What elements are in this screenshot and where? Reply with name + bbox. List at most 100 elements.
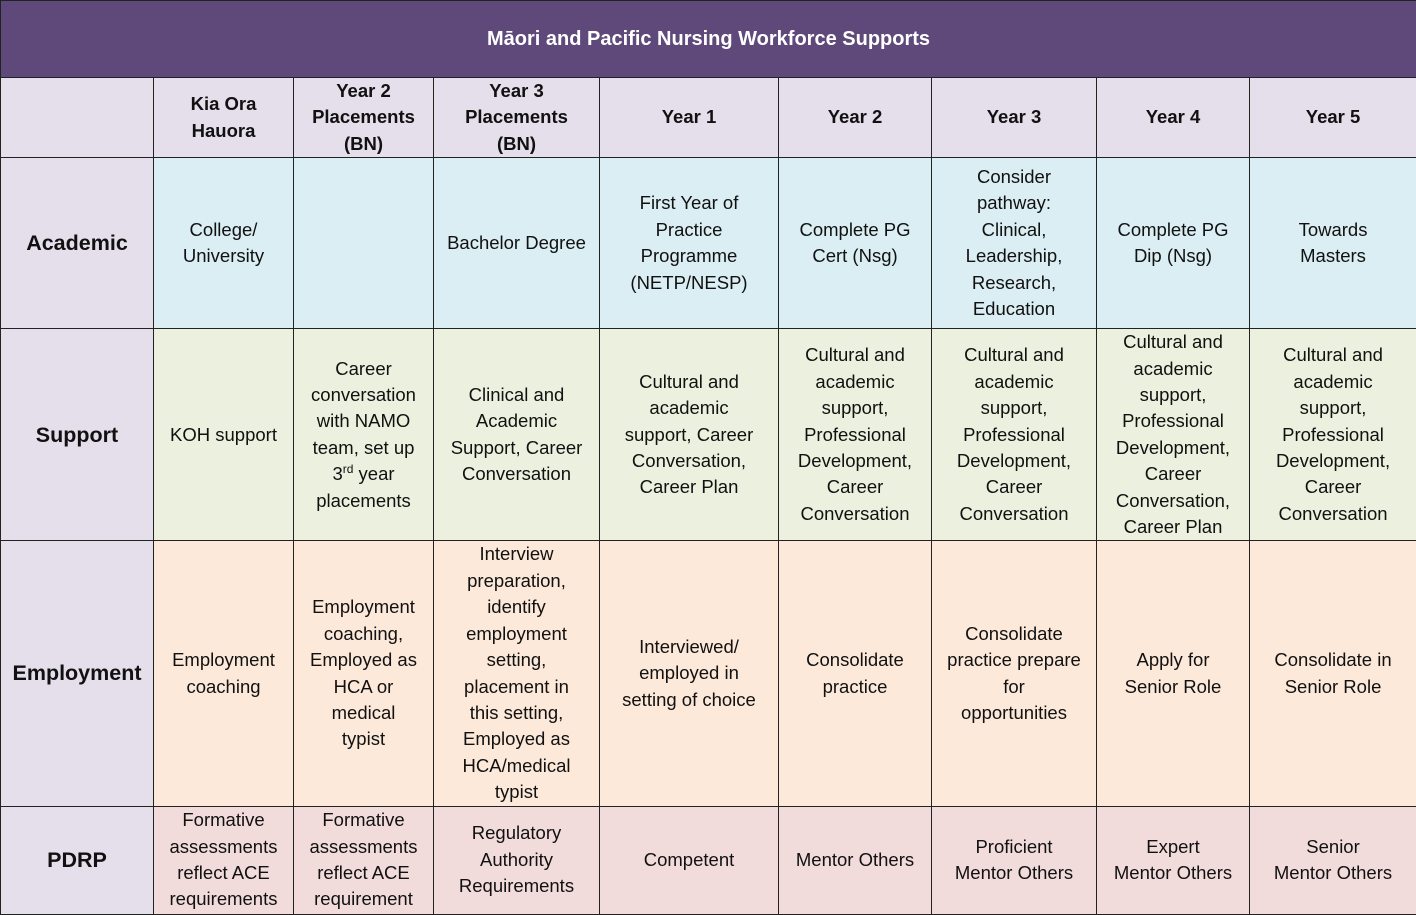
cell-line: Career	[782, 474, 928, 500]
cell-line: Apply for	[1100, 647, 1246, 673]
cell-line: Year 4	[1100, 104, 1246, 130]
cell-line: HCA or	[297, 674, 430, 700]
cell-line: support,	[1253, 395, 1413, 421]
cell-line: Year 1	[603, 104, 775, 130]
cell-line: Complete PG	[1100, 217, 1246, 243]
cell-line: Employment	[157, 647, 290, 673]
cell-line: Proficient	[935, 834, 1093, 860]
cell-line: Formative	[157, 807, 290, 833]
cell-line: Conversation,	[603, 448, 775, 474]
cell-line: Conversation,	[1100, 488, 1246, 514]
cell-line: coaching,	[297, 621, 430, 647]
cell-line: Clinical and	[437, 382, 596, 408]
cell-line: Interview	[437, 541, 596, 567]
table-cell	[294, 158, 434, 329]
cell-line: Year 2	[297, 78, 430, 104]
cell-line: Placements	[437, 104, 596, 130]
cell-line: academic	[935, 369, 1093, 395]
cell-line: Kia Ora	[157, 91, 290, 117]
cell-line: Career Plan	[1100, 514, 1246, 540]
cell-line: employed in	[603, 660, 775, 686]
cell-line: University	[157, 243, 290, 269]
cell-line: Placements	[297, 104, 430, 130]
cell-line: Employed as	[437, 726, 596, 752]
cell-line: Year 2	[782, 104, 928, 130]
cell-line: Development,	[1253, 448, 1413, 474]
corner-cell	[1, 78, 154, 158]
cell-line: Cultural and	[603, 369, 775, 395]
column-header: Year 1	[600, 78, 779, 158]
cell-line: typist	[437, 779, 596, 805]
cell-line: Professional	[935, 422, 1093, 448]
cell-line: (NETP/NESP)	[603, 270, 775, 296]
cell-line: Career	[1253, 474, 1413, 500]
cell-line: Interviewed/	[603, 634, 775, 660]
cell-line: Conversation	[1253, 501, 1413, 527]
cell-line: Mentor Others	[1253, 860, 1413, 886]
cell-line: conversation	[297, 382, 430, 408]
cell-line: Mentor Others	[1100, 860, 1246, 886]
cell-line: Development,	[935, 448, 1093, 474]
cell-line: preparation,	[437, 568, 596, 594]
cell-line: Dip (Nsg)	[1100, 243, 1246, 269]
cell-line: Education	[935, 296, 1093, 322]
cell-line: requirement	[297, 886, 430, 912]
table-cell: College/University	[154, 158, 294, 329]
cell-line: Research,	[935, 270, 1093, 296]
table-cell: Competent	[600, 806, 779, 914]
cell-line: Hauora	[157, 118, 290, 144]
cell-line: Expert	[1100, 834, 1246, 860]
cell-line: Clinical,	[935, 217, 1093, 243]
cell-line: Masters	[1253, 243, 1413, 269]
cell-line: Career	[1100, 461, 1246, 487]
cell-line: assessments	[297, 834, 430, 860]
cell-line: support,	[935, 395, 1093, 421]
cell-line: Competent	[603, 847, 775, 873]
cell-line: academic	[782, 369, 928, 395]
cell-line: support,	[782, 395, 928, 421]
column-header: Year 5	[1250, 78, 1416, 158]
cell-line: Conversation	[437, 461, 596, 487]
column-header: Year 4	[1097, 78, 1250, 158]
cell-line: Towards	[1253, 217, 1413, 243]
cell-line: Professional	[1253, 422, 1413, 448]
table-title: Māori and Pacific Nursing Workforce Supp…	[1, 1, 1416, 78]
cell-line: practice	[782, 674, 928, 700]
cell-line: Year 3	[935, 104, 1093, 130]
cell-line: placement in	[437, 674, 596, 700]
cell-line: typist	[297, 726, 430, 752]
cell-line: Consolidate in	[1253, 647, 1413, 673]
cell-line: College/	[157, 217, 290, 243]
cell-line: Bachelor Degree	[437, 230, 596, 256]
cell-line: reflect ACE	[297, 860, 430, 886]
cell-line: Consolidate	[782, 647, 928, 673]
cell-line: academic	[1253, 369, 1413, 395]
cell-line: Development,	[1100, 435, 1246, 461]
row-label: Academic	[1, 158, 154, 329]
table-cell: Bachelor Degree	[434, 158, 600, 329]
cell-line: medical	[297, 700, 430, 726]
table-cell: Mentor Others	[779, 806, 932, 914]
cell-line: Senior	[1253, 834, 1413, 860]
